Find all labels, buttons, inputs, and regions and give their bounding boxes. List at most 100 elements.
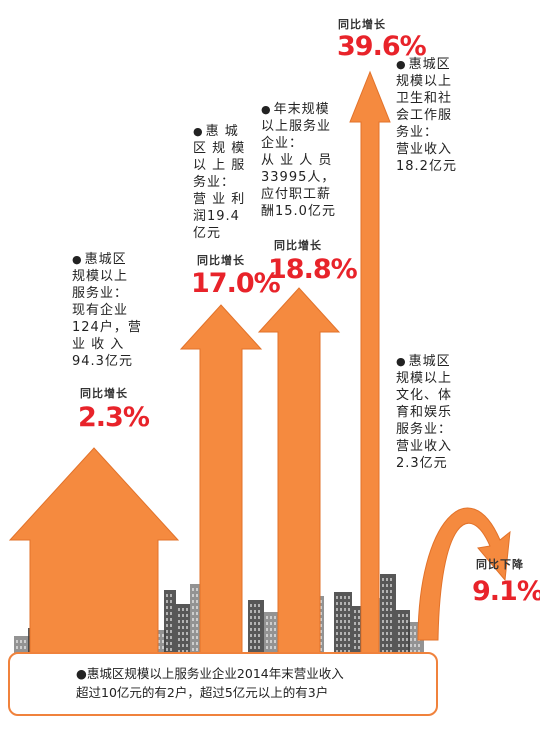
note-line: 惠 城 <box>205 124 239 139</box>
building-window <box>158 646 160 649</box>
note-line: 33995人， <box>261 170 336 185</box>
building-window <box>336 596 338 599</box>
arrow-bars <box>8 70 511 656</box>
building-window <box>386 578 388 581</box>
building-window <box>274 628 276 631</box>
building-window <box>354 646 356 649</box>
building-window <box>196 600 198 603</box>
building-window <box>390 596 392 599</box>
note-total-revenue: ● 惠城区 规模以上 服务业： 现有企业 124户，营 业 收 入 94.3亿元 <box>72 251 142 370</box>
building-window <box>414 644 416 647</box>
building-window <box>192 612 194 615</box>
building-window <box>358 622 360 625</box>
building-window <box>196 594 198 597</box>
building-window <box>166 630 168 633</box>
building-window <box>178 608 180 611</box>
note-line: 卫生和社 <box>396 91 453 106</box>
note-line: 营业收入 <box>396 142 453 157</box>
building-window <box>344 614 346 617</box>
building-window <box>354 640 356 643</box>
building-window <box>386 590 388 593</box>
pct-value: 17.0% <box>191 268 281 299</box>
building-window <box>182 650 184 653</box>
note-line: 区 规 模 <box>193 141 246 156</box>
building-window <box>390 602 392 605</box>
building-window <box>266 640 268 643</box>
building-window <box>254 610 256 613</box>
building-window <box>20 646 22 649</box>
building-window <box>162 634 164 637</box>
building-window <box>166 594 168 597</box>
note-line: 规模以上 <box>72 269 129 284</box>
note-line: 亿元 <box>193 226 222 241</box>
building-window <box>320 648 322 651</box>
note-line: 务业： <box>193 175 236 190</box>
note-line: 年末规模 <box>273 102 330 117</box>
building-window <box>196 642 198 645</box>
building-window <box>320 636 322 639</box>
building-window <box>348 602 350 605</box>
building-window <box>358 640 360 643</box>
building-window <box>398 620 400 623</box>
building-window <box>254 640 256 643</box>
building-window <box>406 626 408 629</box>
building-window <box>402 614 404 617</box>
building-window <box>390 620 392 623</box>
building-window <box>410 626 412 629</box>
building-window <box>166 618 168 621</box>
building-window <box>270 634 272 637</box>
building-window <box>158 640 160 643</box>
building <box>334 592 352 656</box>
building-window <box>16 640 18 643</box>
building-window <box>20 640 22 643</box>
note-line: 惠城区 <box>408 57 451 72</box>
arrow-bar-3 <box>257 287 341 656</box>
building-window <box>192 588 194 591</box>
arrow-bar-1 <box>8 447 180 656</box>
building-window <box>382 602 384 605</box>
building-window <box>274 634 276 637</box>
note-operating-profit: ● 惠 城 区 规 模 以 上 服 务业： 营 业 利 润19.4 亿元 <box>193 123 245 242</box>
building-window <box>336 614 338 617</box>
bullet-icon: ● <box>193 125 204 138</box>
building-window <box>382 590 384 593</box>
note-line: 企业： <box>261 136 304 151</box>
note-line: 94.3亿元 <box>72 354 133 369</box>
building-window <box>24 646 26 649</box>
note-line: 文化、体 <box>396 388 453 403</box>
building-window <box>258 640 260 643</box>
building-window <box>178 650 180 653</box>
building-window <box>406 650 408 653</box>
note-line: 育和娱乐 <box>396 405 453 420</box>
building-window <box>254 622 256 625</box>
building-window <box>382 644 384 647</box>
note-line: 润19.4 <box>193 209 240 224</box>
building-window <box>402 650 404 653</box>
building-window <box>250 622 252 625</box>
building-window <box>402 632 404 635</box>
building-window <box>320 624 322 627</box>
pct-value: 9.1% <box>472 576 540 607</box>
building-window <box>386 596 388 599</box>
note-culture-sports: ● 惠城区 规模以上 文化、体 育和娱乐 服务业： 营业收入 2.3亿元 <box>396 353 452 472</box>
building-window <box>358 616 360 619</box>
building-window <box>348 608 350 611</box>
note-line: 服务业： <box>396 422 453 437</box>
building-window <box>274 640 276 643</box>
building-window <box>192 618 194 621</box>
building-window <box>250 616 252 619</box>
building-window <box>340 632 342 635</box>
tag-label: 同比增长 <box>338 18 386 31</box>
building-window <box>192 600 194 603</box>
building-window <box>354 634 356 637</box>
arrow-bar-2 <box>179 304 263 656</box>
building-window <box>158 634 160 637</box>
building-window <box>348 596 350 599</box>
building-window <box>336 650 338 653</box>
building-window <box>410 638 412 641</box>
pct-value: 2.3% <box>78 402 150 433</box>
building-window <box>320 600 322 603</box>
building-window <box>348 632 350 635</box>
building-window <box>266 622 268 625</box>
building-window <box>270 646 272 649</box>
